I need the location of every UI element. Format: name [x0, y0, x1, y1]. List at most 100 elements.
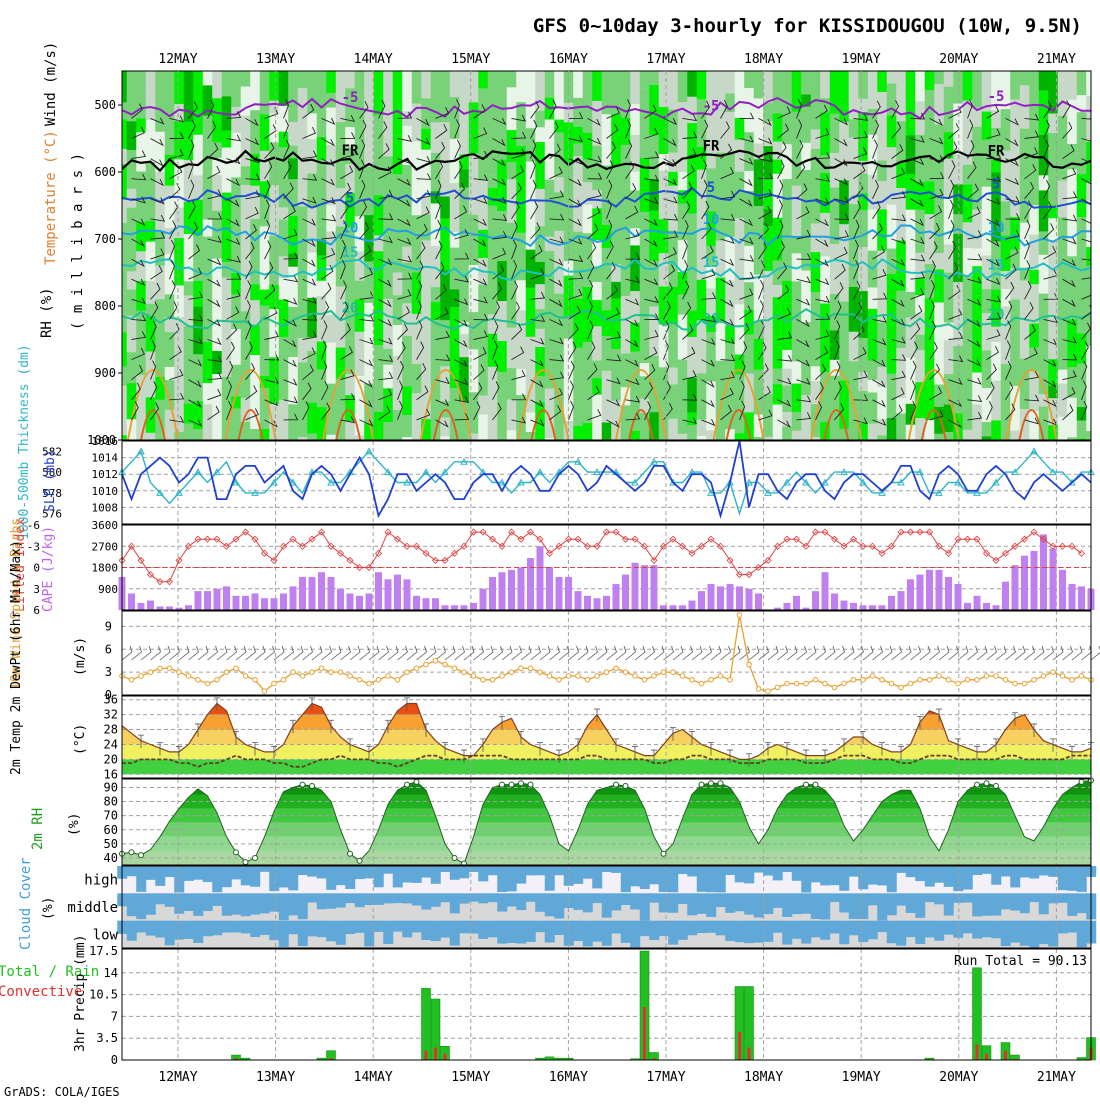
upper-rh-cell	[468, 392, 479, 434]
cloud-bar-high	[231, 866, 242, 880]
upper-rh-cell	[221, 346, 232, 377]
wind-barb	[492, 381, 500, 401]
upper-rh-cell	[1076, 438, 1087, 440]
wind10-point	[337, 669, 344, 675]
wind-barb	[701, 119, 709, 139]
thickness-line	[121, 450, 1091, 516]
upper-rh-cell	[316, 119, 327, 138]
wind-barb	[473, 197, 488, 205]
upper-rh-cell	[991, 241, 1002, 290]
upper-rh-cell	[250, 355, 261, 403]
temp-minmax-bar	[423, 723, 429, 737]
upper-rh-cell	[810, 366, 821, 381]
upper-rh-cell	[848, 71, 859, 120]
upper-rh-cell	[1076, 71, 1087, 96]
wind-barb	[1005, 138, 1019, 147]
cloud-bar-low	[820, 920, 831, 940]
cloud-bar-low	[383, 920, 394, 945]
cloud-bar-middle	[506, 893, 517, 907]
wind-barb	[834, 117, 849, 126]
wind-barb	[948, 240, 957, 260]
upper-rh-cell	[430, 302, 441, 321]
upper-rh-cell	[639, 88, 650, 121]
surface-wind-barb	[131, 645, 142, 661]
wind-barb	[720, 404, 732, 421]
upper-rh-cell	[953, 214, 964, 234]
upper-rh-cell	[1067, 367, 1078, 398]
surface-wind-barb	[435, 645, 446, 661]
wind-barb	[511, 148, 526, 160]
upper-rh-cell	[411, 103, 422, 142]
cape-bar	[261, 598, 268, 610]
rh2m-point	[613, 781, 619, 788]
wind-barb	[986, 400, 993, 421]
upper-rh-cell	[592, 208, 603, 241]
surface-wind-barb	[653, 645, 665, 661]
cape-left-label: Lifted Index	[13, 518, 28, 612]
wind-barb	[150, 265, 163, 280]
upper-rh-cell	[896, 98, 907, 122]
wind-barb	[587, 279, 593, 300]
upper-rh-cell	[706, 168, 717, 212]
upper-rh-cell	[639, 157, 650, 188]
upper-rh-cell	[1019, 128, 1030, 145]
cloud-bar-high	[126, 866, 137, 877]
wind-barb	[492, 196, 507, 204]
lifted-index-point	[412, 542, 421, 550]
temp-minmax-bar	[518, 731, 524, 745]
wind-barb	[131, 196, 146, 204]
surface-wind-barb	[178, 645, 190, 661]
upper-rh-cell	[582, 182, 593, 205]
wind10-point	[926, 676, 933, 683]
wind-barb	[378, 236, 393, 244]
cloud-bar-middle	[563, 893, 574, 908]
surface-wind-barb	[1062, 645, 1073, 661]
surface-wind-barb	[815, 645, 826, 661]
wind-barb	[568, 135, 584, 143]
upper-rh-cell	[915, 295, 926, 313]
wind10-point	[442, 661, 448, 668]
rh2m-point	[413, 778, 420, 785]
cape-bar	[603, 595, 610, 610]
surface-wind-barb	[862, 645, 874, 661]
wind-barb	[986, 381, 995, 401]
upper-rh-cell	[250, 122, 261, 140]
upper-rh-cell	[677, 150, 688, 172]
upper-rh-cell	[706, 71, 717, 101]
upper-rh-cell	[145, 71, 156, 121]
upper-rh-cell	[468, 214, 479, 233]
upper-rh-cell	[392, 295, 403, 326]
wind-barb	[359, 379, 373, 388]
wind-barb	[530, 268, 545, 280]
upper-rh-cell	[772, 113, 783, 142]
upper-rh-cell	[430, 372, 441, 420]
upper-rh-cell	[649, 178, 660, 211]
surface-wind-barb	[169, 645, 180, 661]
upper-rh-cell	[411, 215, 422, 233]
wind-barb	[245, 138, 260, 146]
wind-barb	[245, 260, 253, 280]
upper-rh-cell	[1029, 411, 1040, 440]
wind10-tick: 9	[105, 619, 112, 633]
upper-rh-cell	[1019, 267, 1030, 281]
wind-barb	[416, 341, 425, 360]
cape-bar	[185, 605, 192, 610]
upper-rh-cell	[943, 71, 954, 87]
wind10-point	[641, 676, 648, 683]
temp-line	[121, 702, 1092, 760]
wind10-point	[945, 676, 952, 683]
wind-barb	[378, 121, 388, 139]
wind-barb	[359, 244, 372, 260]
upper-rh-cell	[202, 115, 213, 164]
wind-barb	[587, 241, 597, 260]
upper-rh-cell	[962, 247, 973, 275]
wind-barb	[226, 255, 242, 263]
upper-rh-cell	[122, 199, 128, 224]
slp-frame	[121, 440, 1092, 525]
upper-rh-cell	[478, 88, 489, 133]
cloud-bar-high	[297, 866, 308, 876]
thickness-point	[802, 478, 810, 486]
cloud-bar-middle	[706, 893, 717, 917]
upper-rh-cell	[782, 179, 793, 231]
upper-rh-cell	[535, 328, 546, 347]
